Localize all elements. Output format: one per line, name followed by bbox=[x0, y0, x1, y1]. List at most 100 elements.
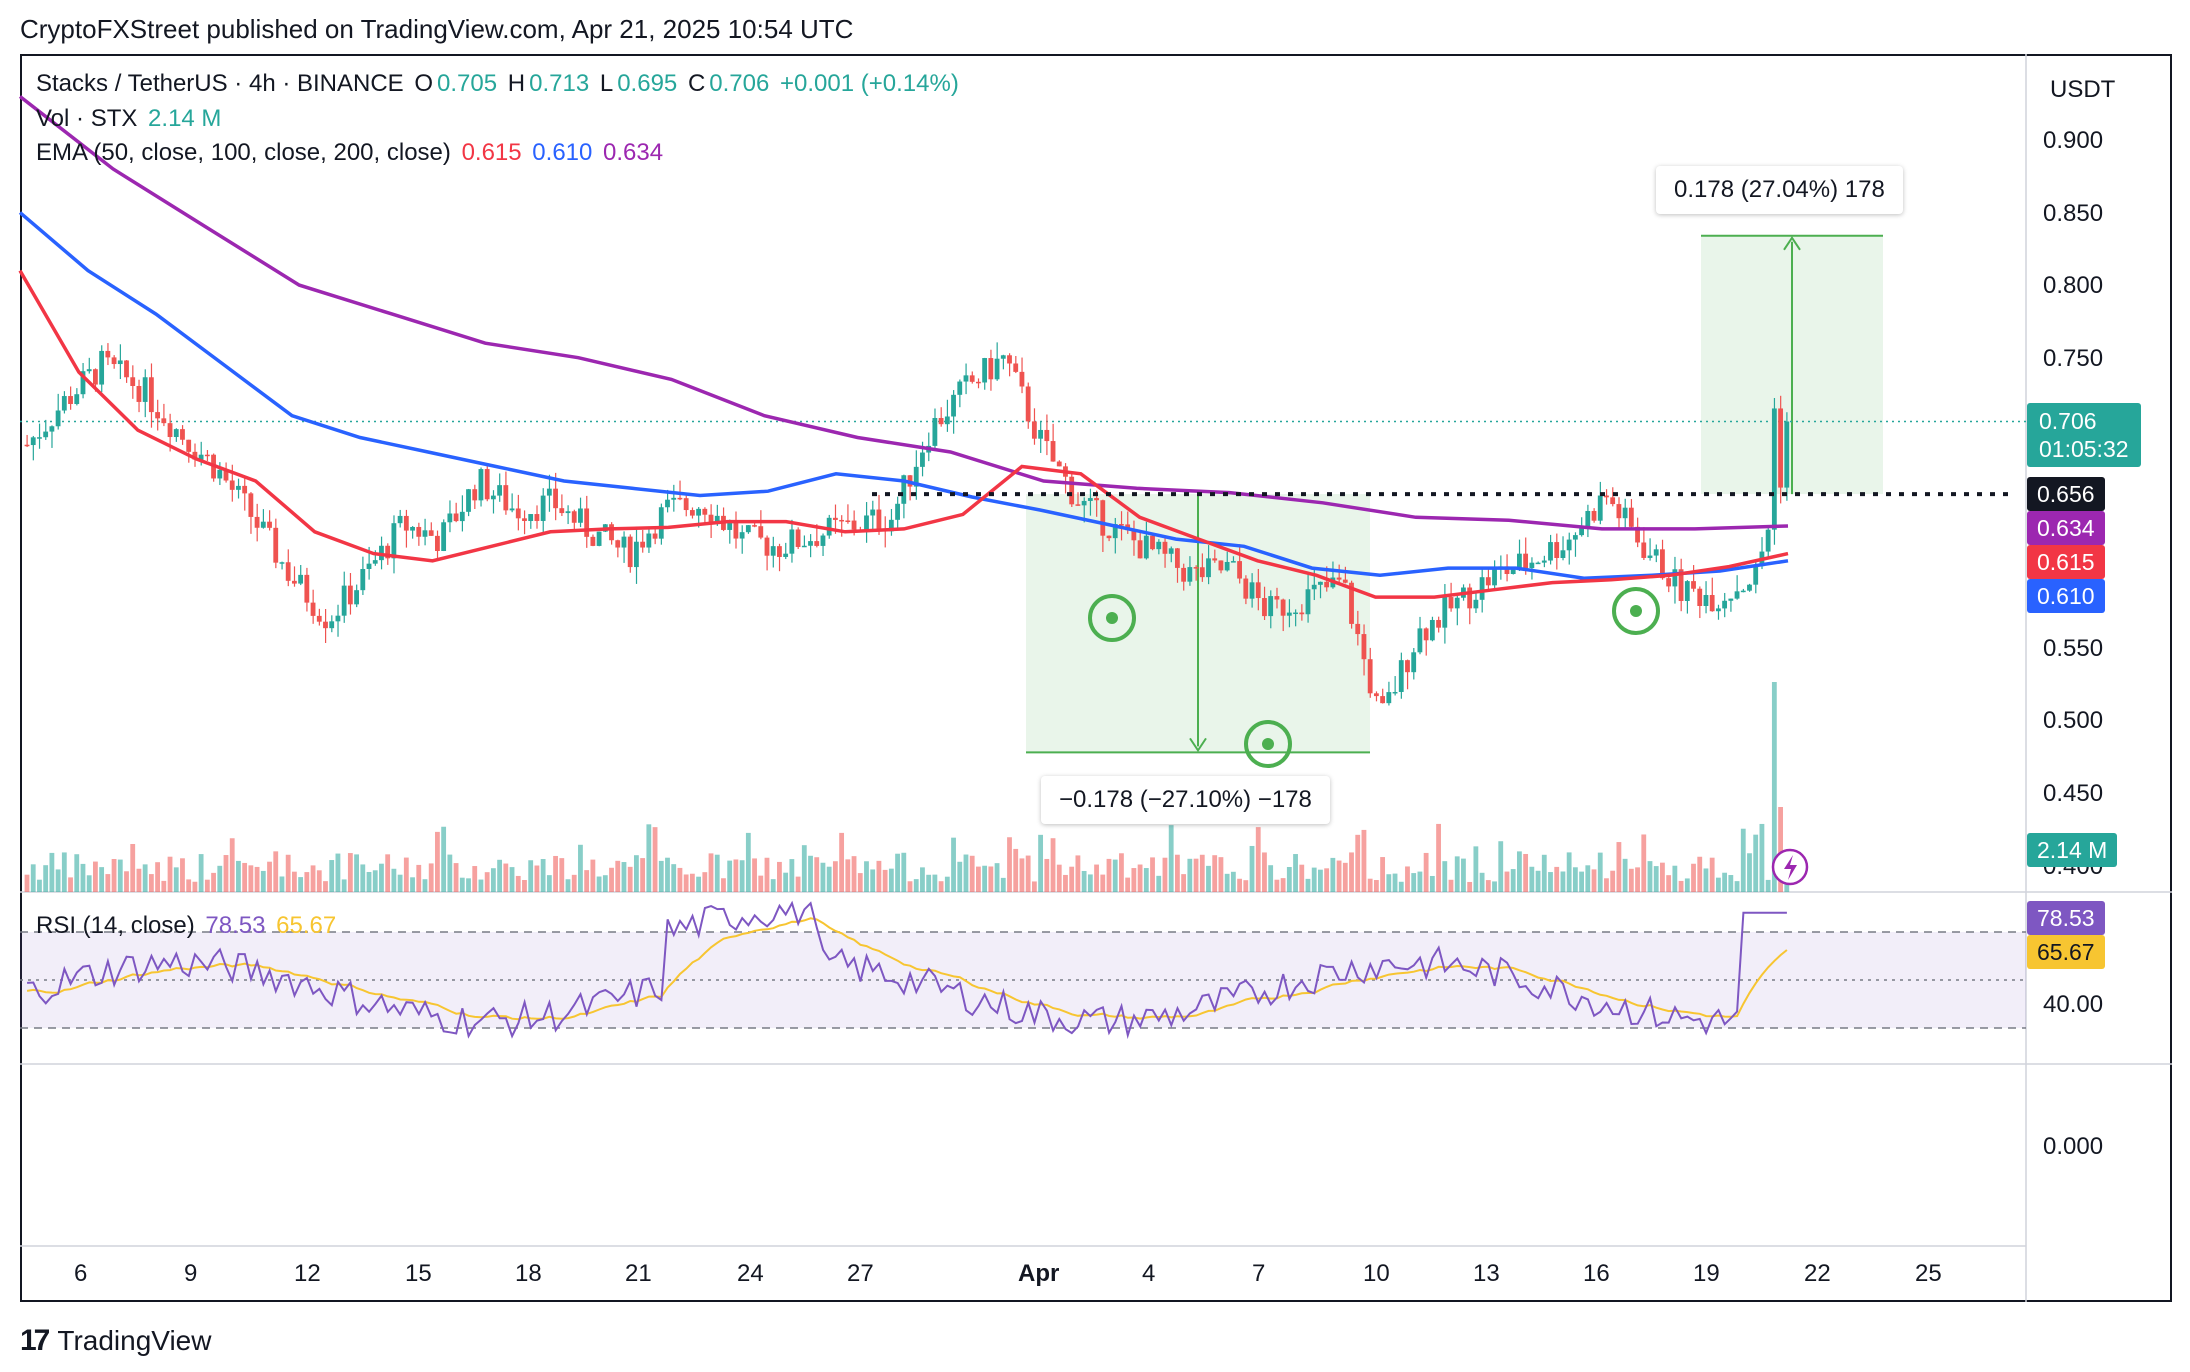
candle-body bbox=[459, 511, 465, 522]
candle-body bbox=[708, 514, 714, 524]
volume-label[interactable]: Vol · STX bbox=[36, 105, 138, 132]
volume-bar bbox=[814, 857, 820, 892]
bar-countdown: 01:05:32 bbox=[2039, 436, 2129, 462]
volume-bar bbox=[565, 879, 571, 892]
candle-body bbox=[1218, 560, 1224, 571]
volume-bar bbox=[907, 881, 913, 892]
volume-bar bbox=[1722, 872, 1728, 892]
volume-bar bbox=[708, 853, 714, 892]
candle-body bbox=[397, 515, 403, 524]
candle-body bbox=[1280, 599, 1286, 616]
candle-body bbox=[1597, 495, 1603, 521]
volume-bar bbox=[689, 873, 695, 892]
bottom-marker-circle bbox=[1244, 720, 1292, 768]
volume-bar bbox=[416, 864, 422, 892]
candle-body bbox=[1262, 598, 1267, 617]
ema-label[interactable]: EMA (50, close, 100, close, 200, close) bbox=[36, 139, 451, 166]
volume-bar bbox=[55, 869, 61, 892]
volume-bar bbox=[1262, 852, 1267, 892]
volume-bar bbox=[621, 862, 627, 892]
bottom-marker-circle bbox=[1612, 587, 1660, 635]
volume-bar bbox=[1753, 834, 1759, 892]
volume-bar bbox=[1597, 852, 1603, 892]
volume-bar bbox=[1392, 873, 1398, 892]
volume-bar bbox=[1635, 867, 1640, 892]
time-tick-label: 12 bbox=[294, 1260, 321, 1287]
volume-bar bbox=[310, 865, 316, 892]
volume-bar bbox=[1019, 858, 1025, 892]
candle-body bbox=[609, 524, 614, 541]
candle-body bbox=[1311, 584, 1317, 590]
volume-bar bbox=[590, 859, 596, 892]
volume-bar bbox=[1709, 857, 1715, 892]
volume-bar bbox=[1523, 853, 1529, 892]
volume-bar bbox=[714, 854, 720, 892]
symbol-name[interactable]: Stacks / TetherUS · 4h · BINANCE bbox=[36, 70, 404, 97]
bottom-marker-dot bbox=[1262, 738, 1274, 750]
candle-body bbox=[192, 451, 198, 460]
volume-bar bbox=[1616, 842, 1622, 892]
candle-body bbox=[1784, 421, 1790, 488]
volume-bar bbox=[1150, 857, 1155, 892]
candle-body bbox=[920, 452, 925, 467]
volume-bar bbox=[329, 860, 335, 892]
candle-body bbox=[1038, 429, 1044, 439]
volume-bar bbox=[354, 854, 359, 892]
tradingview-icon: 17 bbox=[20, 1324, 50, 1357]
candle-body bbox=[658, 507, 664, 539]
candle-body bbox=[845, 520, 851, 522]
candle-body bbox=[204, 454, 210, 457]
change-value: +0.001 (+0.14%) bbox=[780, 70, 959, 97]
currency-label[interactable]: USDT bbox=[2050, 76, 2116, 103]
volume-bar bbox=[1336, 860, 1342, 892]
time-tick-label: 21 bbox=[625, 1260, 652, 1287]
rsi-label[interactable]: RSI (14, close) bbox=[36, 912, 195, 939]
candle-body bbox=[1162, 541, 1168, 554]
volume-bar bbox=[111, 859, 117, 892]
measure-down-label[interactable]: −0.178 (−27.10%) −178 bbox=[1041, 776, 1330, 824]
candle-body bbox=[1635, 526, 1640, 543]
volume-bar bbox=[1653, 866, 1659, 892]
candle-body bbox=[74, 394, 80, 405]
volume-bar bbox=[117, 859, 123, 892]
candle-body bbox=[1653, 549, 1659, 556]
volume-bar bbox=[851, 856, 857, 892]
volume-bar bbox=[888, 868, 894, 892]
measure-up-label[interactable]: 0.178 (27.04%) 178 bbox=[1656, 166, 1903, 214]
volume-bar bbox=[186, 879, 192, 892]
volume-bar bbox=[105, 874, 111, 892]
candle-body bbox=[1206, 558, 1211, 578]
candle-body bbox=[1523, 553, 1529, 569]
candle-body bbox=[1255, 582, 1261, 599]
volume-bar bbox=[559, 858, 565, 892]
time-tick-label: 24 bbox=[737, 1260, 764, 1287]
candle-body bbox=[671, 497, 677, 500]
volume-bar bbox=[1050, 838, 1056, 892]
volume-bar bbox=[571, 874, 577, 892]
candle-body bbox=[1361, 634, 1367, 660]
candle-body bbox=[1492, 567, 1497, 586]
chart-canvas[interactable] bbox=[0, 0, 2190, 1302]
tradingview-logo[interactable]: 17 TradingView bbox=[20, 1324, 211, 1358]
candle-body bbox=[627, 536, 633, 568]
candle-body bbox=[1131, 530, 1137, 541]
candle-body bbox=[932, 417, 938, 446]
volume-bar bbox=[1454, 856, 1460, 892]
volume-bar bbox=[615, 860, 621, 892]
volume-bar bbox=[1087, 874, 1093, 892]
candle-body bbox=[310, 602, 316, 616]
volume-bar bbox=[1342, 862, 1348, 892]
candle-body bbox=[435, 535, 440, 552]
volume-bar bbox=[702, 872, 708, 892]
candle-body bbox=[410, 526, 415, 531]
candle-body bbox=[1728, 598, 1734, 601]
publisher-text: CryptoFXStreet published on TradingView.… bbox=[20, 14, 854, 44]
volume-bar bbox=[1299, 864, 1305, 892]
resistance-tag: 0.656 bbox=[2027, 477, 2105, 511]
volume-bar bbox=[1411, 873, 1417, 892]
candle-body bbox=[590, 536, 596, 546]
volume-bar bbox=[211, 872, 216, 892]
candle-body bbox=[584, 508, 590, 537]
candle-body bbox=[422, 530, 428, 537]
candle-body bbox=[111, 357, 117, 365]
